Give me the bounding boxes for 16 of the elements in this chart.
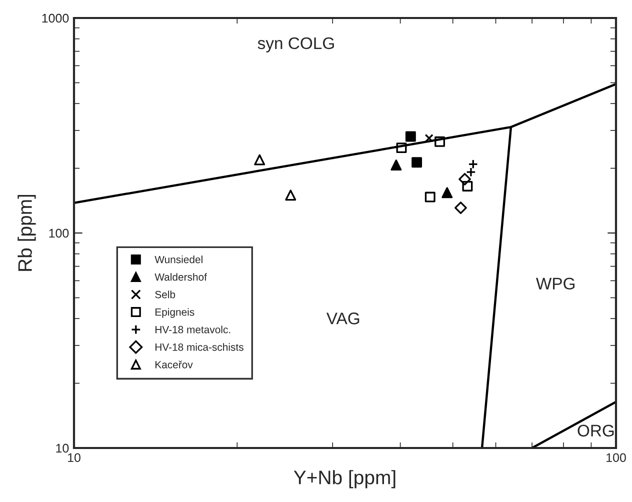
legend-label: Waldershof	[154, 273, 207, 281]
y-tick-label: 1000	[42, 14, 69, 23]
legend-label: Selb	[155, 290, 176, 298]
legend-label: HV-18 metavolc.	[156, 326, 230, 334]
legend-label: Kaceřov	[156, 360, 193, 368]
annotation: VAG	[326, 312, 360, 324]
y-tick-label: 100	[49, 228, 69, 238]
legend-label: Wunsiedel	[154, 256, 202, 264]
legend-label: HV-18 mica-schists	[156, 343, 244, 351]
y-tick-label: 10	[56, 444, 69, 453]
y-axis-title: Rb [ppm]	[18, 194, 36, 271]
annotation: ORG	[578, 424, 614, 437]
legend-label: Epigneis	[156, 308, 194, 318]
annotation: syn COLG	[258, 37, 334, 52]
x-axis-title: Y+Nb [ppm]	[294, 470, 396, 488]
annotation: WPG	[536, 278, 574, 290]
